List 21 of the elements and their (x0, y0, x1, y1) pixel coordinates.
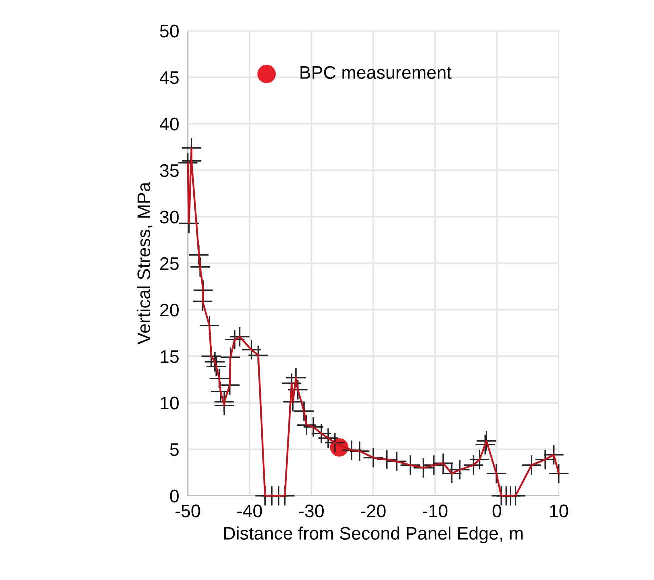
y-tick-label: 25 (160, 257, 179, 270)
y-tick-label: 30 (160, 210, 179, 224)
y-tick-label: 40 (160, 118, 179, 131)
legend-label: BPC measurement (300, 66, 452, 80)
y-tick-label: 35 (160, 164, 179, 178)
y-tick-label: 0 (170, 490, 179, 503)
y-tick-label: 20 (160, 304, 179, 317)
y-tick-label: 5 (170, 444, 179, 456)
y-axis-title: Vertical Stress, MPa (137, 182, 153, 345)
x-tick-label: -30 (299, 504, 324, 518)
x-tick-label: 10 (550, 504, 568, 518)
x-tick-label: 0 (492, 504, 502, 518)
x-tick-label: -20 (361, 504, 386, 518)
x-tick-label: -50 (176, 504, 200, 518)
x-tick-label: -40 (238, 504, 262, 518)
y-tick-label: 45 (160, 72, 179, 84)
y-tick-label: 10 (160, 396, 179, 410)
x-axis-title: Distance from Second Panel Edge, m (224, 526, 523, 544)
y-tick-label: 15 (160, 350, 179, 364)
x-tick-label: -10 (423, 504, 448, 518)
y-tick-label: 50 (160, 24, 179, 38)
